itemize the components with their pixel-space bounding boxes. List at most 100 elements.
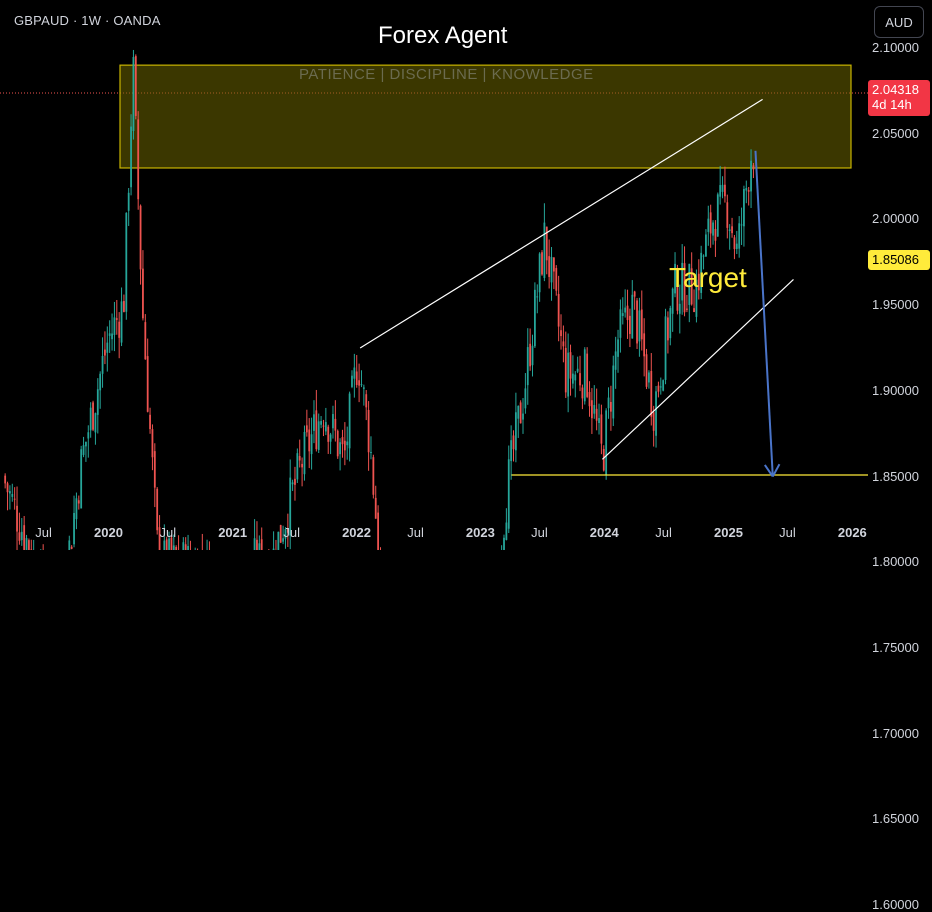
- candle-body: [505, 522, 508, 540]
- projection-arrow[interactable]: [754, 150, 781, 478]
- candle-body: [327, 426, 330, 442]
- candle-body: [612, 365, 615, 419]
- candle-body: [13, 498, 16, 500]
- candle-body: [329, 434, 332, 442]
- time-tick-label: 2025: [714, 525, 743, 540]
- candle-body: [372, 457, 375, 495]
- candle-body: [303, 432, 306, 475]
- candle-body: [681, 262, 684, 301]
- candle-body: [336, 430, 339, 457]
- candle-body: [348, 393, 351, 449]
- candle-body: [284, 529, 287, 539]
- candle-body: [555, 268, 558, 291]
- symbol-header[interactable]: GBPAUD · 1W · OANDA: [14, 13, 161, 28]
- candle-body: [562, 341, 565, 347]
- candle-body: [617, 339, 619, 357]
- candle-body: [560, 330, 562, 337]
- price-tick-label: 1.70000: [872, 725, 919, 741]
- candle-body: [733, 237, 736, 250]
- candle-body: [576, 368, 579, 372]
- candle-body: [294, 478, 296, 485]
- price-tick-label: 1.95000: [872, 297, 919, 313]
- price-tick-label: 2.00000: [872, 211, 919, 227]
- candle-body: [172, 545, 175, 550]
- candle-body: [743, 188, 745, 227]
- channel-upper-line[interactable]: [359, 98, 763, 349]
- candle-body: [621, 313, 624, 316]
- candle-body: [125, 212, 128, 312]
- pane-title: Forex Agent: [378, 22, 508, 49]
- candle-body: [719, 185, 722, 197]
- price-tick-label: 2.05000: [872, 125, 919, 141]
- candle-body: [716, 194, 719, 237]
- time-tick-label: Jul: [779, 525, 796, 540]
- candle-body: [738, 223, 741, 249]
- candle-body: [629, 315, 631, 334]
- candle-body: [96, 389, 99, 415]
- price-tick-label: 1.60000: [872, 897, 919, 912]
- candle-body: [374, 497, 377, 519]
- candle-body: [132, 57, 135, 131]
- candle-body: [355, 371, 358, 385]
- candle-body: [678, 303, 681, 314]
- current-price-value: 2.04318: [872, 82, 919, 97]
- candle-body: [362, 387, 365, 389]
- candle-body: [522, 413, 524, 420]
- candle-body: [346, 441, 349, 446]
- candle-body: [360, 384, 363, 386]
- candle-body: [104, 349, 106, 356]
- candle-body: [659, 386, 662, 388]
- candle-body: [73, 512, 75, 545]
- candle-body: [574, 374, 577, 381]
- arrow-head: [771, 463, 781, 477]
- candle-body: [156, 488, 159, 531]
- candle-body: [664, 316, 667, 380]
- candle-body: [636, 300, 638, 344]
- candle-body: [614, 351, 617, 370]
- price-tick-label: 1.75000: [872, 639, 919, 655]
- candle-series: [4, 49, 755, 550]
- candle-body: [168, 538, 170, 550]
- candle-body: [115, 318, 118, 320]
- candle-body: [343, 440, 346, 451]
- candle-body: [724, 184, 726, 197]
- candle-body: [595, 408, 598, 421]
- candle-body: [714, 228, 717, 241]
- target-price-tag: 1.85086: [868, 250, 930, 270]
- candle-body: [519, 402, 522, 424]
- candle-body: [184, 544, 187, 550]
- candle-body: [669, 308, 672, 339]
- candle-body: [175, 547, 178, 550]
- candle-body: [23, 525, 26, 550]
- candle-body: [144, 322, 147, 360]
- candle-body: [296, 453, 299, 480]
- candle-body: [305, 425, 308, 433]
- time-tick-label: 2021: [218, 525, 248, 540]
- candle-body: [588, 392, 591, 407]
- candle-body: [510, 440, 513, 462]
- candle-body: [80, 449, 83, 509]
- target-label: Target: [669, 262, 747, 293]
- candle-body: [705, 234, 707, 257]
- candle-body: [320, 421, 322, 425]
- candle-body: [747, 190, 750, 192]
- candle-body: [77, 500, 80, 504]
- candle-body: [652, 412, 655, 431]
- chart-canvas[interactable]: [0, 0, 932, 550]
- candle-body: [707, 218, 710, 232]
- candle-body: [94, 413, 97, 433]
- candle-body: [92, 402, 94, 430]
- candle-body: [640, 309, 643, 340]
- candle-body: [118, 321, 121, 338]
- watermark-text: PATIENCE | DISCIPLINE | KNOWLEDGE: [299, 66, 594, 83]
- candle-body: [106, 342, 109, 353]
- channel-lower-line[interactable]: [602, 278, 794, 460]
- candle-body: [149, 414, 151, 430]
- currency-button[interactable]: AUD: [874, 6, 924, 38]
- candle-body: [624, 307, 627, 313]
- candle-body: [548, 256, 551, 277]
- candle-body: [631, 294, 634, 339]
- candle-body: [89, 407, 92, 431]
- candle-body: [571, 373, 574, 384]
- candle-body: [662, 380, 665, 391]
